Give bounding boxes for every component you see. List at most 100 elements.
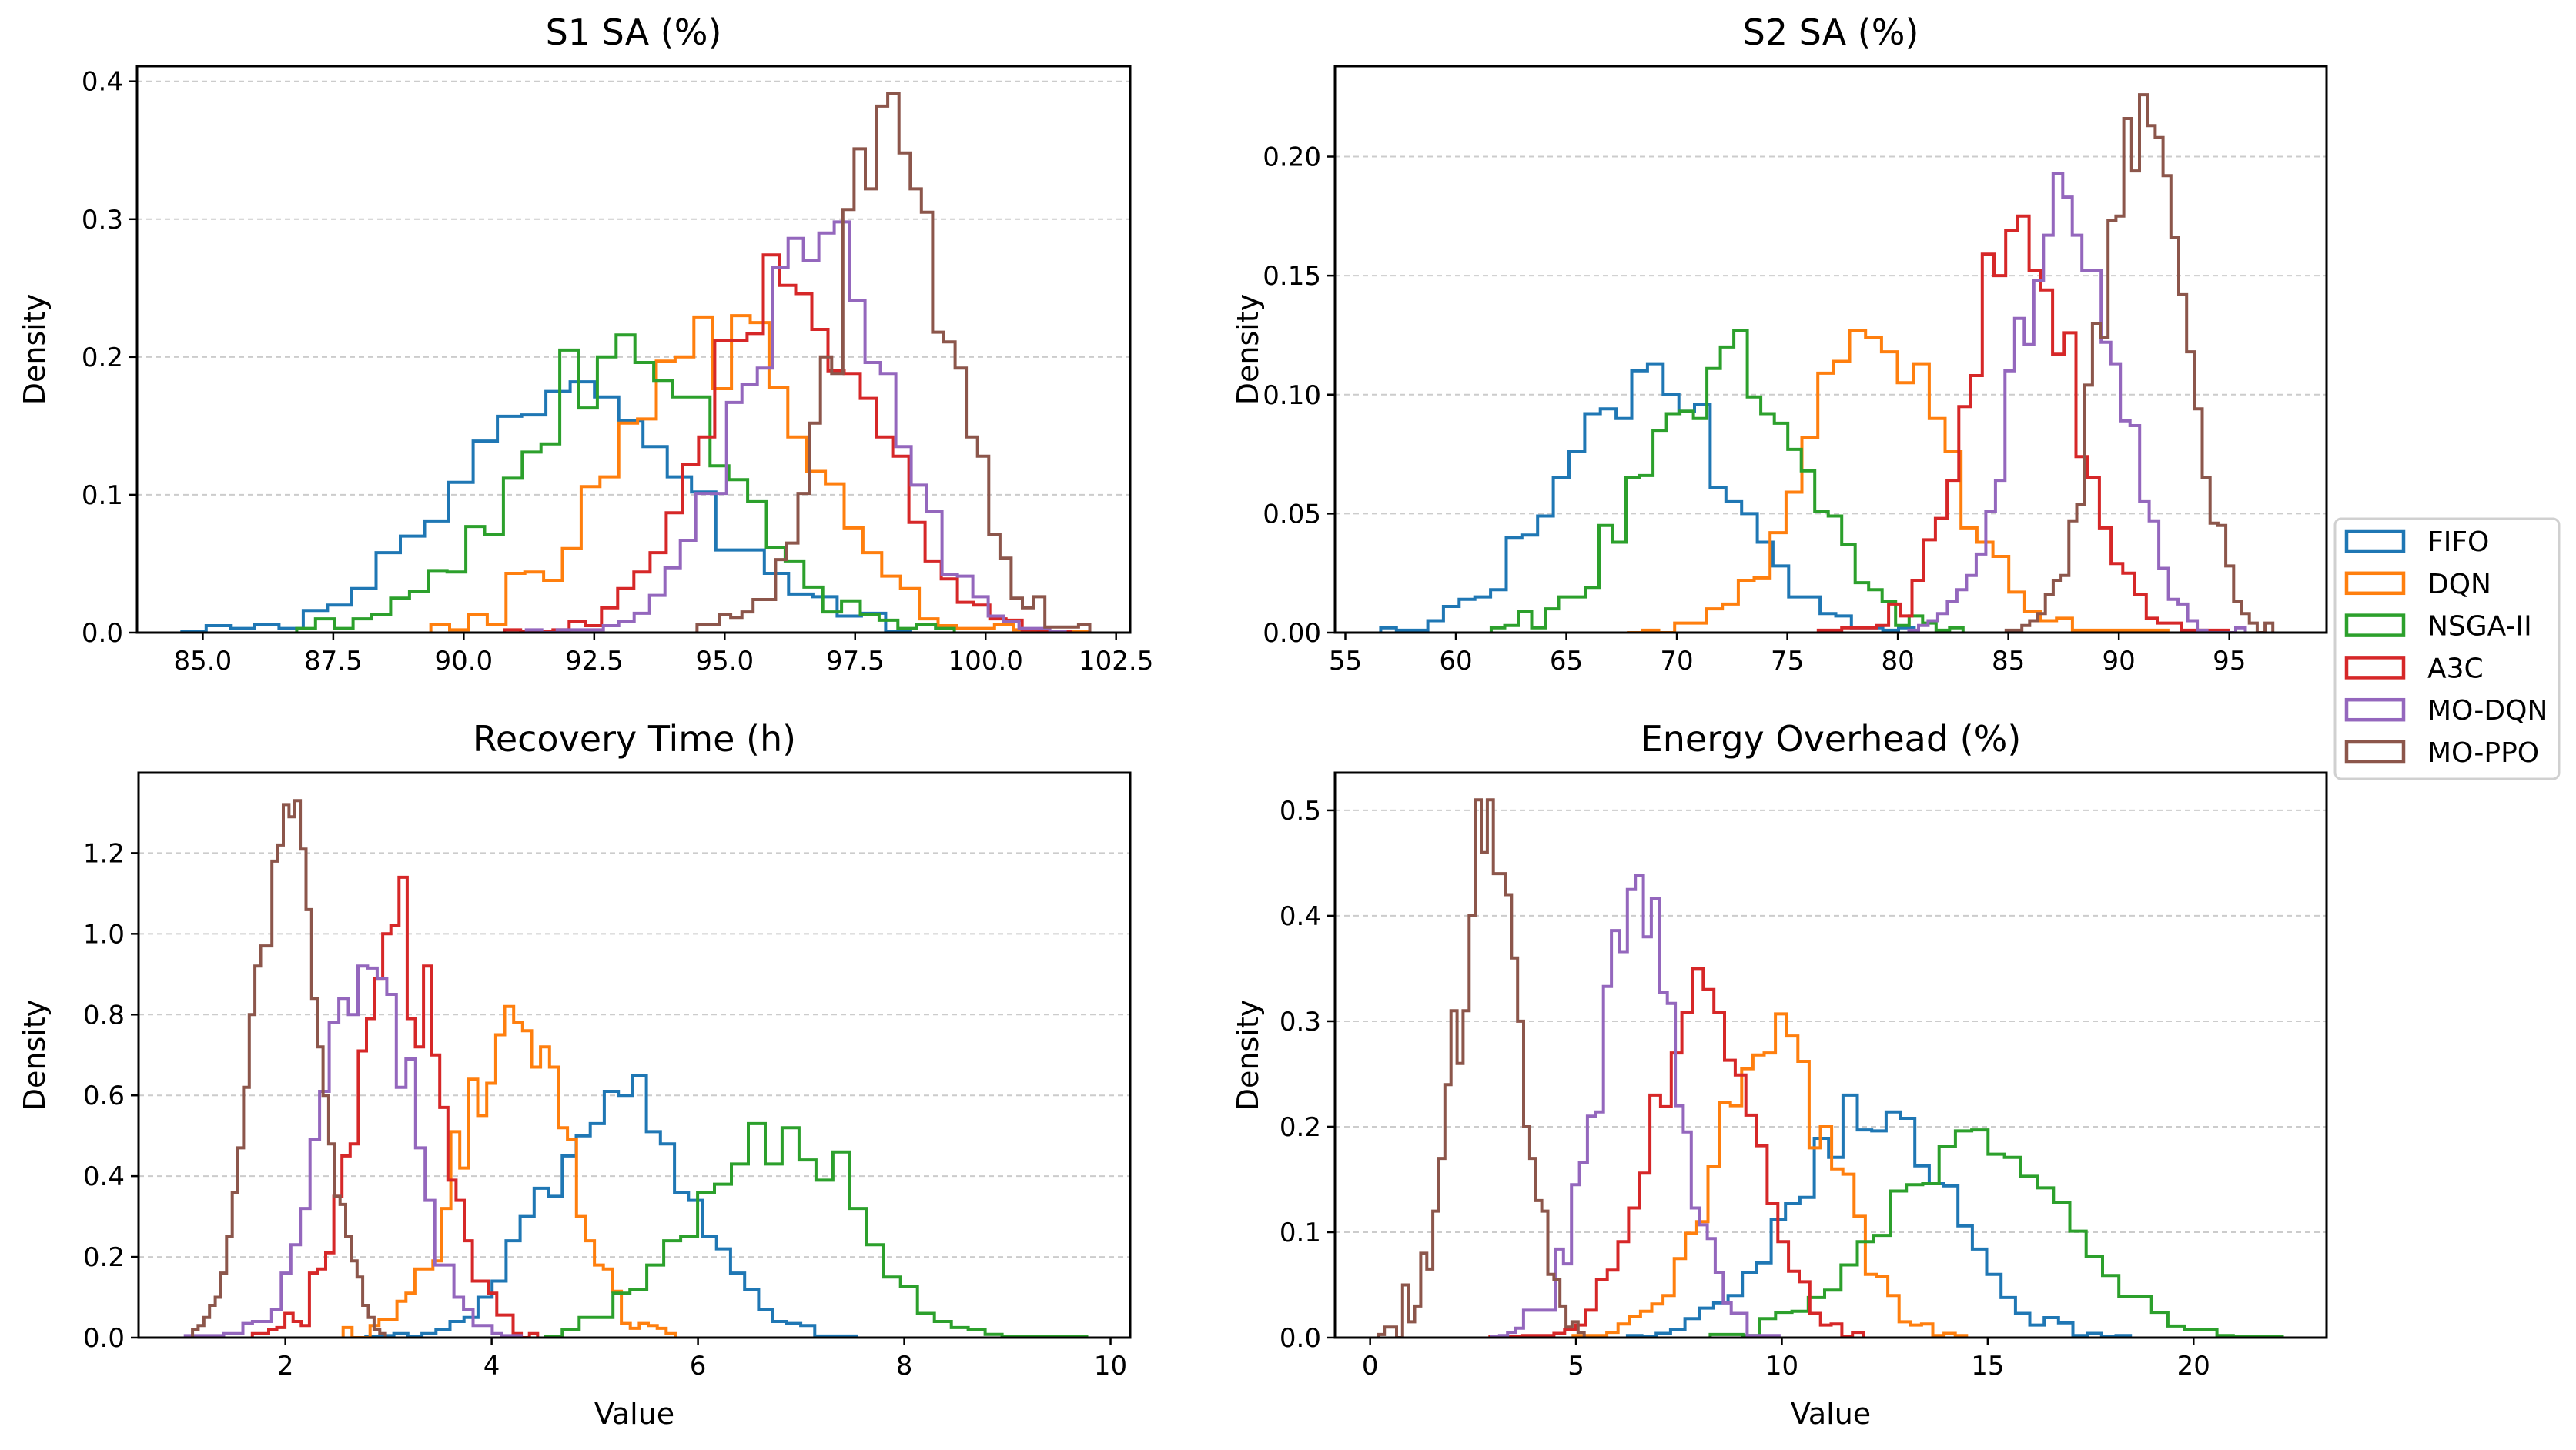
subplot-title: S2 SA (%) <box>1743 12 1919 53</box>
histogram-mo-dqn <box>183 964 523 1338</box>
legend-swatch <box>2344 571 2406 596</box>
histogram-mo-dqn <box>1490 874 1781 1338</box>
histogram-fifo <box>364 1074 858 1338</box>
x-tick-label: 95 <box>2213 646 2246 677</box>
histogram-mo-ppo <box>2004 93 2275 633</box>
x-tick-label: 85 <box>1992 646 2025 677</box>
legend-label: MO-PPO <box>2427 737 2539 769</box>
y-tick-label: 0.2 <box>83 1242 125 1273</box>
histogram-a3c <box>1488 967 1865 1338</box>
histogram-series-group <box>1377 798 2284 1338</box>
x-tick-label: 100.0 <box>948 646 1023 677</box>
subplot-s1-sa: 85.0 87.5 90.0 92.5 95.0 97.5 100.0 102.5 0.0 0.1… <box>18 12 1153 677</box>
x-tick-label: 2 <box>277 1351 294 1382</box>
y-tick-label: 0.8 <box>83 1000 125 1031</box>
x-tick-label: 5 <box>1567 1351 1584 1382</box>
histogram-mo-dqn <box>524 220 1067 633</box>
histogram-a3c <box>503 253 1072 633</box>
y-tick-label: 0.05 <box>1263 499 1321 530</box>
histogram-series-group <box>1379 93 2275 633</box>
x-tick-label: 102.5 <box>1079 646 1153 677</box>
legend-swatch <box>2344 740 2406 764</box>
axes-frame <box>1333 771 2328 1339</box>
y-tick-label: 1.2 <box>83 838 125 869</box>
legend-item-nsga-ii: NSGA-II <box>2344 611 2532 643</box>
y-tick-label: 0.0 <box>1280 1323 1321 1354</box>
histogram-mo-dqn <box>1907 172 2247 633</box>
y-tick-label: 0.10 <box>1263 380 1321 411</box>
x-tick-label: 6 <box>690 1351 707 1382</box>
x-axis-label: Value <box>1791 1397 1871 1431</box>
histogram-nsga-ii <box>544 1121 1089 1338</box>
x-tick-label: 85.0 <box>174 646 233 677</box>
x-tick-label: 95.0 <box>695 646 754 677</box>
legend: FIFO DQN NSGA-II A3C MO-DQN MO-PPO <box>2333 517 2561 780</box>
y-axis-label: Density <box>1231 1000 1265 1111</box>
x-tick-label: 87.5 <box>304 646 363 677</box>
x-tick-label: 0 <box>1362 1351 1379 1382</box>
y-tick-label: 0.3 <box>82 205 123 236</box>
histogram-dqn <box>429 314 1090 633</box>
legend-swatch <box>2344 529 2406 553</box>
axes-frame <box>1333 65 2328 634</box>
y-tick-label: 0.00 <box>1263 618 1321 649</box>
x-axis-label: Value <box>594 1397 674 1431</box>
histogram-fifo <box>1379 362 1916 633</box>
y-tick-label: 0.4 <box>83 1161 125 1192</box>
histogram-mo-ppo <box>695 92 1092 633</box>
histogram-a3c <box>250 875 540 1338</box>
x-tick-label: 20 <box>2177 1351 2210 1382</box>
legend-swatch <box>2344 697 2406 722</box>
y-tick-label: 0.1 <box>1280 1218 1321 1248</box>
histogram-a3c <box>1816 214 2230 633</box>
histogram-dqn <box>341 1004 677 1338</box>
y-tick-label: 0.5 <box>1280 796 1321 827</box>
y-tick-label: 0.15 <box>1263 261 1321 292</box>
legend-box <box>2333 517 2561 780</box>
x-tick-label: 90 <box>2103 646 2136 677</box>
x-tick-label: 97.5 <box>826 646 885 677</box>
x-tick-label: 15 <box>1971 1351 2004 1382</box>
histogram-nsga-ii <box>1489 329 1965 633</box>
y-axis-label: Density <box>1231 294 1265 405</box>
histogram-mo-ppo <box>191 799 387 1338</box>
legend-item-dqn: DQN <box>2344 569 2491 600</box>
histogram-nsga-ii <box>295 333 956 633</box>
y-tick-label: 0.4 <box>1280 901 1321 932</box>
x-tick-label: 55 <box>1329 646 1362 677</box>
y-axis-label: Density <box>18 294 52 405</box>
x-tick-label: 70 <box>1660 646 1693 677</box>
legend-label: FIFO <box>2427 526 2489 558</box>
histogram-series-group <box>183 799 1089 1338</box>
x-tick-label: 60 <box>1439 646 1472 677</box>
x-tick-label: 10 <box>1765 1351 1798 1382</box>
y-tick-label: 0.0 <box>82 618 123 649</box>
subplot-recovery-time-h: 2 4 6 8 10 0.0 0.2 0.4 0.6 0.8 1.0 1.2 Recovery Time… <box>18 718 1132 1431</box>
subplot-title: Energy Overhead (%) <box>1641 718 2022 760</box>
histogram-fifo <box>1625 1093 2133 1338</box>
legend-item-a3c: A3C <box>2344 653 2484 684</box>
axes-frame <box>137 771 1132 1339</box>
subplot-title: S1 SA (%) <box>546 12 722 53</box>
y-tick-label: 1.0 <box>83 919 125 950</box>
histogram-dqn <box>1571 1012 1969 1338</box>
x-tick-label: 75 <box>1771 646 1804 677</box>
x-tick-label: 4 <box>483 1351 500 1382</box>
y-tick-label: 0.1 <box>82 480 123 511</box>
subplot-s2-sa: 55 60 65 70 75 80 85 90 95 0.00 0.05 0.10 0.15 0.20 S2… <box>1231 12 2328 677</box>
y-tick-label: 0.2 <box>1280 1112 1321 1143</box>
legend-swatch <box>2344 613 2406 637</box>
y-tick-label: 0.2 <box>82 342 123 373</box>
histogram-mo-ppo <box>1377 798 1586 1338</box>
histogram-dqn <box>1627 329 2170 633</box>
legend-item-fifo: FIFO <box>2344 526 2489 558</box>
legend-swatch <box>2344 656 2406 680</box>
y-tick-label: 0.4 <box>82 67 123 98</box>
y-tick-label: 0.6 <box>83 1081 125 1111</box>
y-tick-label: 0.0 <box>83 1323 125 1354</box>
y-tick-label: 0.3 <box>1280 1007 1321 1037</box>
histogram-series-group <box>180 92 1092 633</box>
subplots: 85.0 87.5 90.0 92.5 95.0 97.5 100.0 102.50.00.1… <box>18 12 2328 1431</box>
